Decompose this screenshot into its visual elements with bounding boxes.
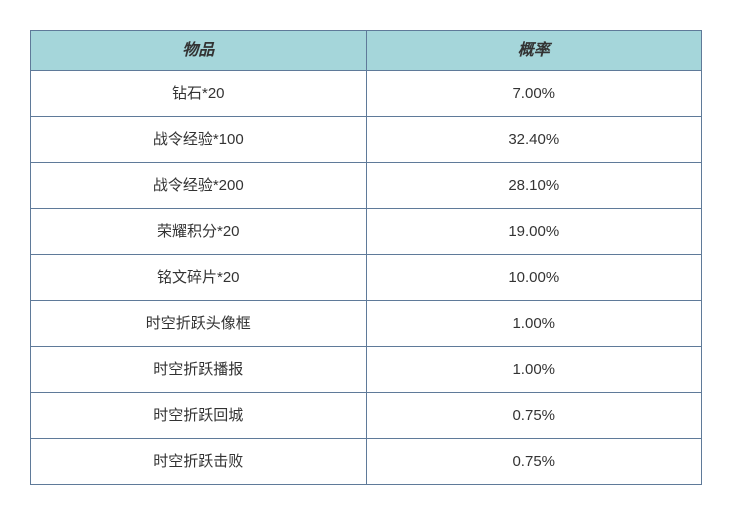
cell-probability: 19.00% (366, 209, 702, 255)
cell-item: 荣耀积分*20 (31, 209, 367, 255)
table-row: 战令经验*20028.10% (31, 163, 702, 209)
cell-probability: 10.00% (366, 255, 702, 301)
table-row: 荣耀积分*2019.00% (31, 209, 702, 255)
cell-item: 时空折跃回城 (31, 393, 367, 439)
probability-table-container: 物品 概率 钻石*207.00%战令经验*10032.40%战令经验*20028… (30, 30, 702, 485)
table-row: 时空折跃回城0.75% (31, 393, 702, 439)
cell-probability: 1.00% (366, 347, 702, 393)
table-body: 钻石*207.00%战令经验*10032.40%战令经验*20028.10%荣耀… (31, 71, 702, 485)
cell-probability: 32.40% (366, 117, 702, 163)
table-row: 时空折跃头像框1.00% (31, 301, 702, 347)
cell-item: 铭文碎片*20 (31, 255, 367, 301)
table-header-row: 物品 概率 (31, 31, 702, 71)
cell-probability: 1.00% (366, 301, 702, 347)
cell-probability: 0.75% (366, 393, 702, 439)
cell-probability: 7.00% (366, 71, 702, 117)
cell-probability: 0.75% (366, 439, 702, 485)
cell-item: 时空折跃播报 (31, 347, 367, 393)
probability-table: 物品 概率 钻石*207.00%战令经验*10032.40%战令经验*20028… (30, 30, 702, 485)
table-row: 时空折跃播报1.00% (31, 347, 702, 393)
cell-item: 时空折跃击败 (31, 439, 367, 485)
cell-item: 战令经验*100 (31, 117, 367, 163)
col-header-item: 物品 (31, 31, 367, 71)
cell-probability: 28.10% (366, 163, 702, 209)
cell-item: 钻石*20 (31, 71, 367, 117)
table-row: 战令经验*10032.40% (31, 117, 702, 163)
table-row: 时空折跃击败0.75% (31, 439, 702, 485)
table-row: 铭文碎片*2010.00% (31, 255, 702, 301)
table-row: 钻石*207.00% (31, 71, 702, 117)
cell-item: 时空折跃头像框 (31, 301, 367, 347)
cell-item: 战令经验*200 (31, 163, 367, 209)
col-header-probability: 概率 (366, 31, 702, 71)
